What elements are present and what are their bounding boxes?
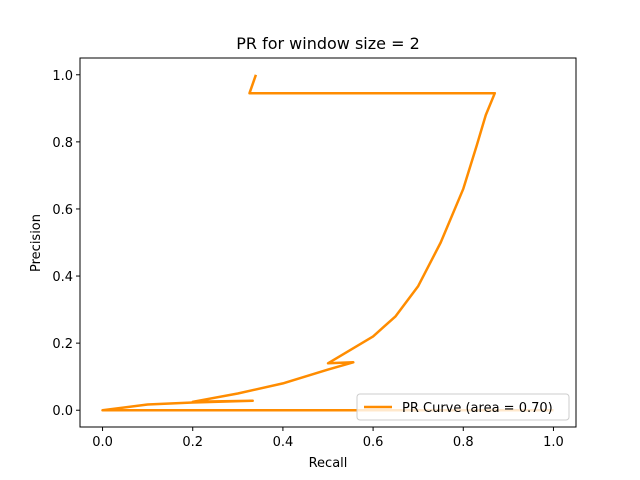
- y-tick-label: 0.6: [52, 203, 73, 218]
- y-tick-label: 1.0: [52, 69, 73, 84]
- plot-frame: [79, 57, 577, 428]
- x-axis-ticks: 0.0 0.2 0.4 0.6 0.8 1.0: [92, 427, 564, 450]
- y-tick-label: 0.4: [52, 270, 73, 285]
- plot-area: [80, 58, 576, 427]
- pr-curve-line: [101, 74, 554, 412]
- x-axis-label: Recall: [309, 456, 348, 471]
- x-tick-label: 0.8: [453, 435, 474, 450]
- y-tick-label: 0.2: [52, 337, 73, 352]
- chart-title: PR for window size = 2: [236, 34, 420, 53]
- y-axis-ticks: 0.0 0.2 0.4 0.6 0.8 1.0: [52, 69, 80, 419]
- y-tick-label: 0.0: [52, 404, 73, 419]
- curve-layer: [101, 74, 554, 412]
- y-axis-label: Precision: [29, 214, 44, 272]
- legend-box: [356, 393, 570, 421]
- x-tick-label: 0.4: [273, 435, 294, 450]
- x-tick-label: 1.0: [543, 435, 564, 450]
- legend: PR Curve (area = 0.70): [356, 393, 570, 421]
- x-tick-label: 0.0: [92, 435, 113, 450]
- y-tick-label: 0.8: [52, 136, 73, 151]
- x-tick-label: 0.2: [182, 435, 203, 450]
- x-tick-label: 0.6: [363, 435, 384, 450]
- legend-label: PR Curve (area = 0.70): [402, 401, 553, 416]
